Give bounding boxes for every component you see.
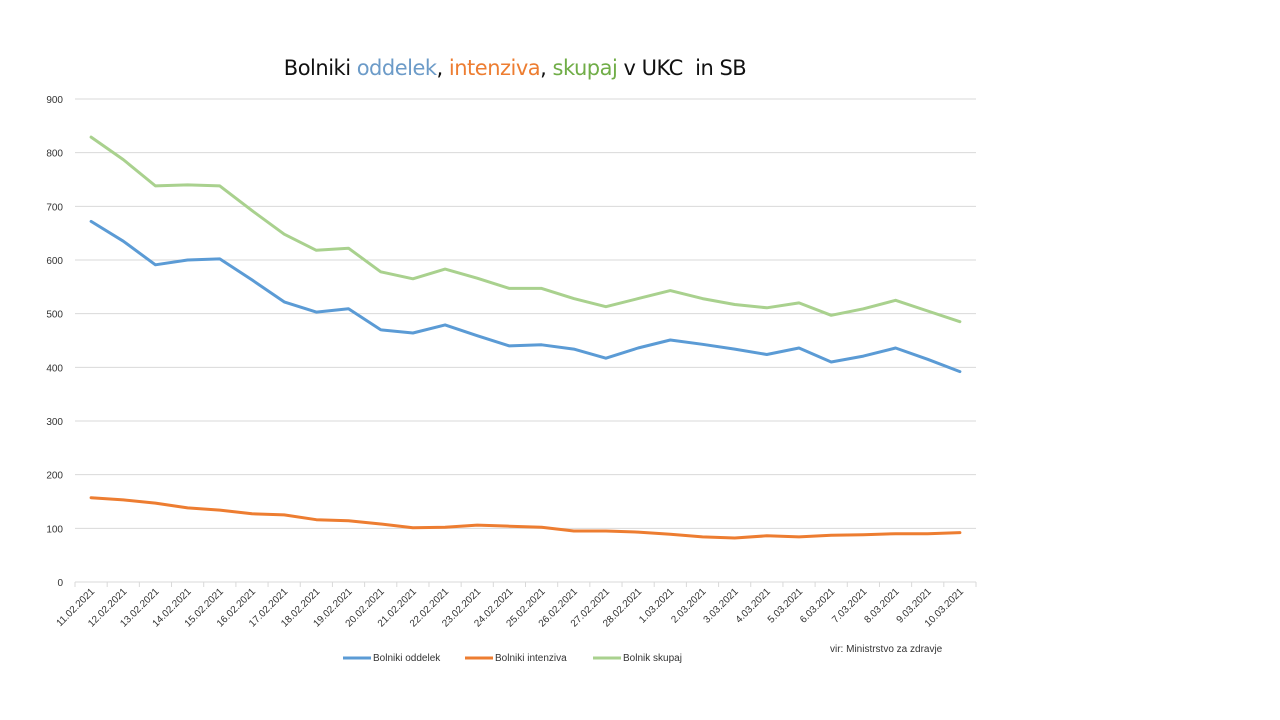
y-tick-label: 500 — [46, 310, 63, 321]
y-tick-label: 100 — [46, 524, 63, 535]
series-line-bolniki-intenziva — [89, 496, 962, 540]
title-part: Bolniki — [283, 56, 357, 80]
title-part: , — [540, 56, 553, 80]
title-part: oddelek — [356, 56, 437, 80]
y-tick-label: 200 — [46, 471, 63, 482]
y-tick-label: 600 — [46, 256, 63, 267]
series-line-bolniki-oddelek — [89, 219, 962, 374]
y-tick-label: 700 — [46, 202, 63, 213]
title-part: v UKC in SB — [617, 56, 747, 80]
title-part: , — [436, 56, 449, 80]
y-tick-label: 800 — [46, 149, 63, 160]
y-tick-label: 900 — [46, 95, 63, 106]
legend-label: Bolnik skupaj — [623, 653, 682, 664]
legend-label: Bolniki intenziva — [495, 653, 567, 664]
y-tick-label: 0 — [57, 578, 63, 589]
legend-label: Bolniki oddelek — [373, 653, 441, 664]
y-tick-label: 300 — [46, 417, 63, 428]
title-part: intenziva — [448, 56, 541, 80]
series-line-bolnik-skupaj — [89, 135, 962, 324]
source-annotation: vir: Ministrstvo za zdravje — [830, 644, 943, 655]
y-tick-label: 400 — [46, 363, 63, 374]
chart-title: Bolniki oddelek, intenziva, skupaj v UKC… — [0, 56, 1030, 80]
title-part: skupaj — [552, 56, 618, 80]
